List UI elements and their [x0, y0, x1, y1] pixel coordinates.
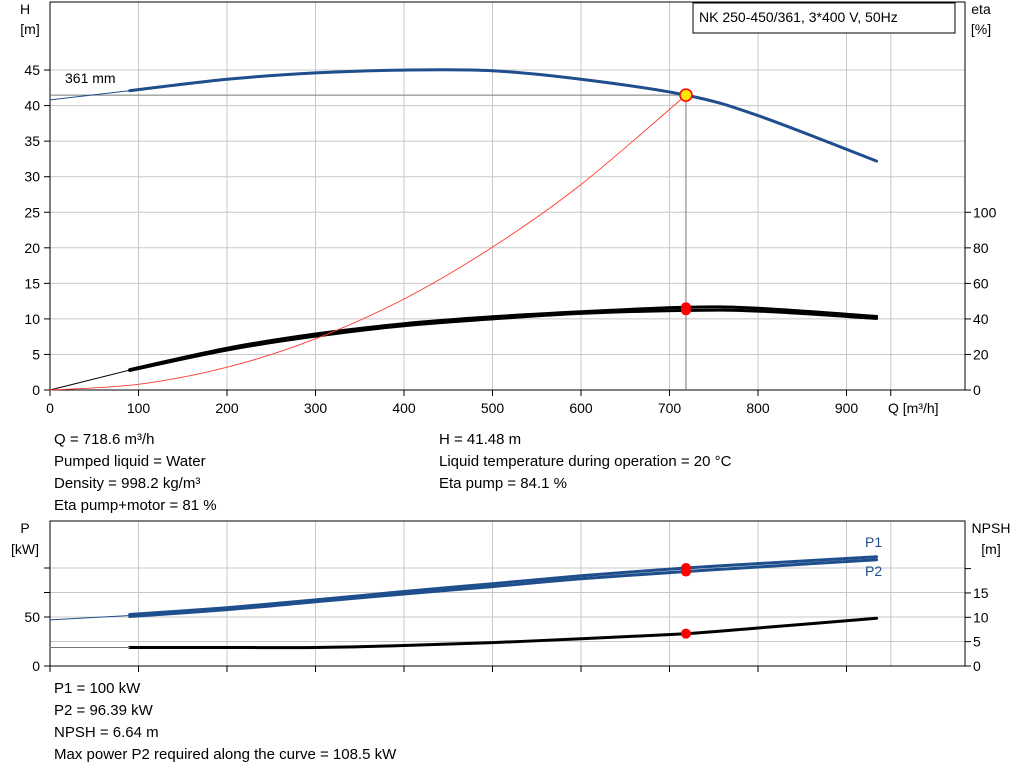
h-axis-unit: [m] — [20, 21, 39, 37]
duty-point-markers — [679, 88, 693, 639]
top-plot-frame — [49, 1, 966, 391]
p2-curve — [128, 558, 879, 618]
p-tick-label: 50 — [24, 609, 40, 625]
info-liquid-temperature: Liquid temperature during operation = 20… — [439, 453, 732, 470]
p2-series-label: P2 — [865, 563, 882, 579]
chart-title: NK 250-450/361, 3*400 V, 50Hz — [699, 9, 898, 25]
info-head: H = 41.48 m — [439, 431, 522, 448]
bottom-curves — [49, 555, 879, 650]
h-tick-label: 35 — [24, 133, 40, 149]
eta-axis-title: eta — [971, 1, 991, 17]
info-flow: Q = 718.6 m³/h — [54, 431, 155, 448]
p1-curve — [128, 555, 879, 616]
p-axis-title: P — [20, 520, 29, 536]
x-tick-label: 100 — [127, 400, 151, 416]
eta-axis-unit: [%] — [971, 21, 991, 37]
h-curve — [128, 68, 879, 163]
eta-tick-label: 40 — [973, 311, 989, 327]
duty-point-p2-marker — [680, 566, 691, 577]
q-axis-title: Q [m³/h] — [888, 400, 939, 416]
eta-tick-label: 100 — [973, 204, 997, 220]
x-tick-label: 0 — [46, 400, 54, 416]
h-tick-label: 45 — [24, 62, 40, 78]
info-eta-total: Eta pump+motor = 81 % — [54, 497, 217, 514]
h-tick-label: 30 — [24, 169, 40, 185]
h-tick-label: 25 — [24, 204, 40, 220]
h-axis-title: H — [20, 1, 30, 17]
duty-point-head-marker — [679, 88, 693, 102]
info-top-right: H = 41.48 m Liquid temperature during op… — [439, 429, 731, 495]
npsh-tick-label: 5 — [973, 634, 981, 650]
info-top-left: Q = 718.6 m³/h Pumped liquid = Water Den… — [54, 429, 217, 517]
duty-point-eta-total-marker — [680, 305, 691, 316]
eta-extension-curve — [49, 369, 131, 391]
p1-series-label: P1 — [865, 534, 882, 550]
info-eta-pump: Eta pump = 84.1 % — [439, 475, 567, 492]
npsh-curve — [128, 616, 879, 650]
bottom-plot-frame — [49, 520, 966, 667]
p-axis-unit: [kW] — [11, 541, 39, 557]
eta-tick-label: 0 — [973, 382, 981, 398]
title-box — [692, 2, 956, 34]
h-tick-label: 0 — [32, 382, 40, 398]
info-p2: P2 = 96.39 kW — [54, 702, 153, 719]
h-tick-label: 15 — [24, 275, 40, 291]
x-tick-label: 900 — [835, 400, 859, 416]
npsh-tick-label: 15 — [973, 585, 989, 601]
x-tick-label: 400 — [392, 400, 416, 416]
info-density: Density = 998.2 kg/m³ — [54, 475, 201, 492]
h-tick-label: 5 — [32, 346, 40, 362]
top-curves — [49, 68, 879, 391]
info-npsh: NPSH = 6.64 m — [54, 724, 159, 741]
x-tick-label: 700 — [658, 400, 682, 416]
npsh-tick-label: 0 — [973, 658, 981, 674]
eta-pump-curve — [128, 305, 879, 372]
info-p1: P1 = 100 kW — [54, 680, 141, 697]
info-pumped-liquid: Pumped liquid = Water — [54, 453, 206, 470]
npsh-axis-unit: [m] — [981, 541, 1000, 557]
info-max-power: Max power P2 required along the curve = … — [54, 746, 397, 763]
x-tick-label: 600 — [569, 400, 593, 416]
info-bottom: P1 = 100 kW P2 = 96.39 kW NPSH = 6.64 m … — [54, 678, 396, 766]
p-extension-curve — [49, 615, 131, 621]
eta-tick-label: 80 — [973, 240, 989, 256]
axis-ticks: 0 100 200 300 400 500 600 700 800 900051015202530… — [24, 62, 996, 674]
x-tick-label: 200 — [215, 400, 239, 416]
eta-pump-motor-curve — [128, 308, 879, 372]
eta-tick-label: 20 — [973, 346, 989, 362]
impeller-diameter-label: 361 mm — [65, 70, 116, 86]
h-tick-label: 40 — [24, 98, 40, 114]
p-tick-label: 0 — [32, 658, 40, 674]
npsh-axis-title: NPSH — [972, 520, 1011, 536]
x-tick-label: 300 — [304, 400, 328, 416]
system-curve-curve — [49, 94, 687, 391]
x-tick-label: 800 — [746, 400, 770, 416]
duty-point-npsh-marker — [680, 628, 691, 639]
h-tick-label: 20 — [24, 240, 40, 256]
x-tick-label: 500 — [481, 400, 505, 416]
h-extension-curve — [49, 90, 131, 101]
eta-tick-label: 60 — [973, 275, 989, 291]
h-tick-label: 10 — [24, 311, 40, 327]
bottom-grid — [50, 521, 965, 666]
npsh-tick-label: 10 — [973, 609, 989, 625]
top-grid — [50, 2, 965, 390]
